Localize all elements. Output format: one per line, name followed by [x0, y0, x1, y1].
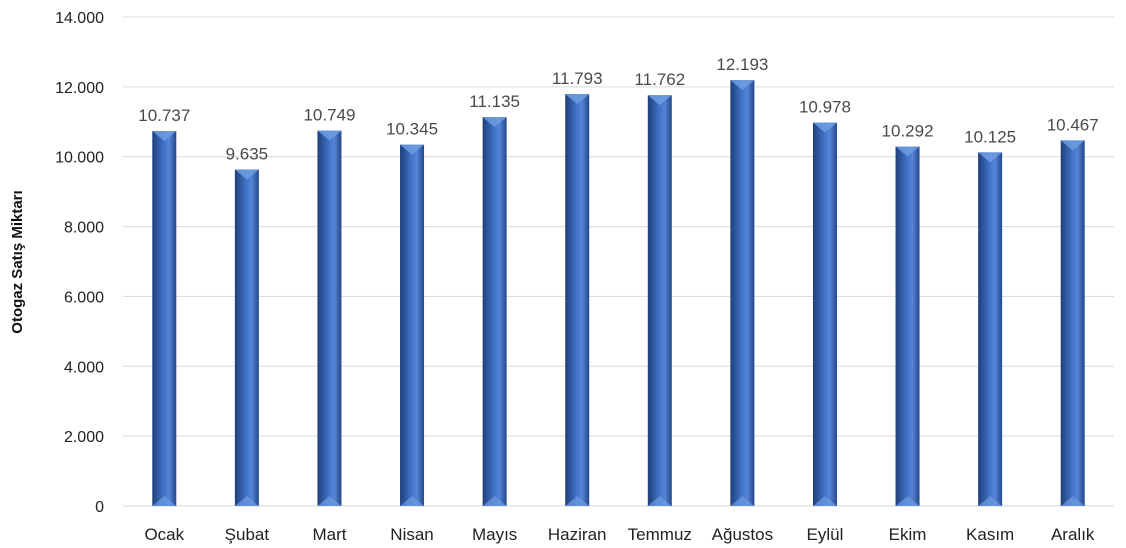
- data-label: 10.292: [882, 122, 934, 141]
- data-label: 10.737: [138, 106, 190, 125]
- x-tick-label: Temmuz: [628, 525, 692, 544]
- x-tick-label: Aralık: [1051, 525, 1095, 544]
- x-tick-label: Şubat: [225, 525, 270, 544]
- y-tick-label: 0: [95, 499, 104, 516]
- y-tick-label: 4.000: [64, 359, 104, 376]
- data-label: 10.467: [1047, 115, 1099, 134]
- y-tick-label: 6.000: [64, 289, 104, 306]
- bar: [1060, 140, 1085, 506]
- bar: [647, 95, 672, 507]
- data-label: 11.793: [552, 69, 603, 88]
- x-tick-label: Ağustos: [712, 525, 773, 544]
- y-tick-label: 14.000: [55, 10, 104, 27]
- data-label: 11.762: [634, 70, 685, 89]
- data-label: 9.635: [226, 144, 269, 163]
- bar: [565, 94, 590, 507]
- x-tick-label: Nisan: [390, 525, 433, 544]
- x-tick-label: Kasım: [966, 525, 1014, 544]
- y-axis-ticks: 0 2.000 4.000 6.000 8.000 10.000 12.000 14.000: [55, 10, 104, 516]
- x-tick-label: Haziran: [548, 525, 607, 544]
- x-tick-label: Eylül: [807, 525, 844, 544]
- y-tick-label: 8.000: [64, 220, 104, 237]
- bar: [317, 130, 342, 506]
- data-labels: 10.737 9.635 10.749 10.345 11.135 11.793 11.76…: [138, 55, 1098, 163]
- y-axis-label: Otogaz Satış Miktarı: [9, 190, 26, 333]
- x-tick-label: Mayıs: [472, 525, 517, 544]
- x-tick-label: Ocak: [144, 525, 184, 544]
- data-label: 10.749: [303, 106, 355, 125]
- x-tick-label: Ekim: [889, 525, 927, 544]
- y-tick-label: 2.000: [64, 429, 104, 446]
- bar: [400, 144, 425, 506]
- y-tick-label: 12.000: [55, 80, 104, 97]
- data-label: 10.125: [964, 127, 1016, 146]
- data-label: 12.193: [716, 55, 768, 74]
- data-label: 10.978: [799, 98, 851, 117]
- bar: [152, 130, 177, 506]
- bars: [152, 80, 1085, 507]
- bar: [482, 117, 507, 506]
- bar: [730, 80, 755, 506]
- data-label: 11.135: [469, 92, 520, 111]
- bar: [234, 169, 259, 507]
- x-tick-label: Mart: [312, 525, 346, 544]
- y-tick-label: 10.000: [55, 150, 104, 167]
- bar: [978, 152, 1003, 507]
- x-axis-categories: Ocak Şubat Mart Nisan Mayıs Haziran Temmuz Ağus…: [144, 525, 1094, 544]
- bar: [895, 146, 920, 506]
- bar: [812, 122, 837, 507]
- gridlines: [123, 16, 1114, 507]
- data-label: 10.345: [386, 120, 438, 139]
